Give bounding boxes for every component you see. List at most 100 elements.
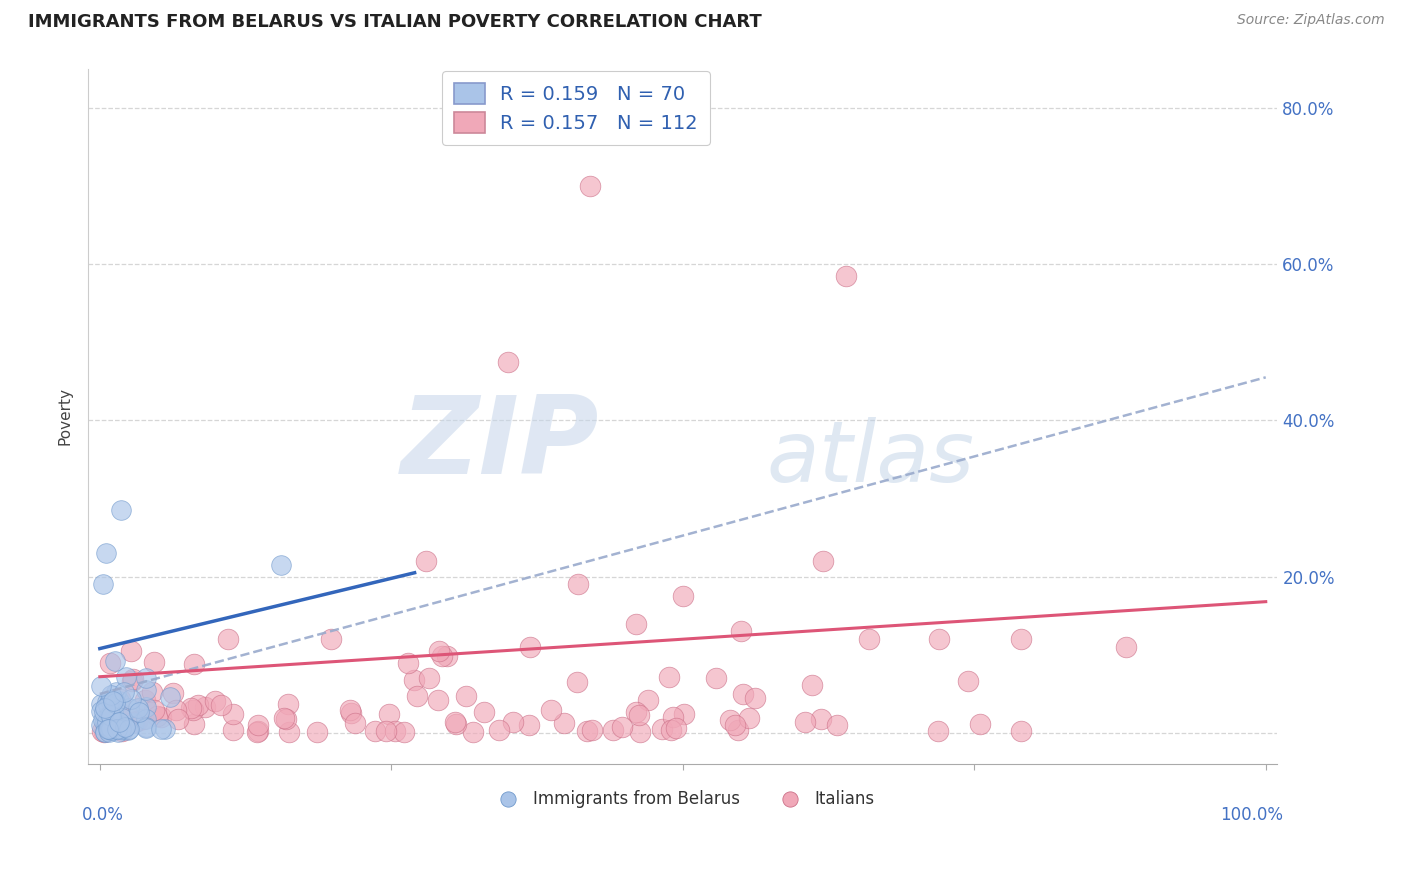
Point: [97, 724, 120, 739]
Point: [100, 688, 122, 702]
Point: [101, 714, 124, 728]
Point: [1115, 640, 1137, 654]
Point: [183, 717, 205, 731]
Point: [183, 657, 205, 671]
Point: [127, 700, 149, 714]
Text: IMMIGRANTS FROM BELARUS VS ITALIAN POVERTY CORRELATION CHART: IMMIGRANTS FROM BELARUS VS ITALIAN POVER…: [28, 13, 762, 31]
Point: [150, 710, 173, 724]
Point: [141, 685, 163, 699]
Point: [811, 554, 834, 568]
Point: [128, 705, 150, 719]
Point: [744, 690, 766, 705]
Point: [103, 694, 125, 708]
Point: [117, 723, 139, 738]
Point: [396, 656, 419, 670]
Point: [165, 703, 187, 717]
Point: [825, 718, 848, 732]
Point: [575, 723, 598, 738]
Point: [103, 723, 125, 738]
Point: [731, 687, 754, 701]
Point: [118, 722, 141, 736]
Point: [496, 354, 519, 368]
Point: [180, 701, 202, 715]
Point: [404, 673, 426, 687]
Point: [162, 685, 184, 699]
Point: [107, 725, 129, 739]
Point: [121, 673, 143, 688]
Point: [149, 723, 172, 737]
Point: [578, 178, 600, 193]
Point: [472, 706, 495, 720]
Point: [111, 711, 134, 725]
Point: [969, 717, 991, 731]
Point: [343, 715, 366, 730]
Point: [519, 640, 541, 654]
Point: [339, 702, 361, 716]
Point: [125, 714, 148, 729]
Point: [610, 720, 633, 734]
Point: [98, 693, 121, 707]
Point: [134, 693, 156, 707]
Point: [378, 707, 401, 722]
Point: [270, 558, 292, 572]
Point: [120, 692, 142, 706]
Point: [105, 722, 128, 736]
Point: [443, 715, 465, 730]
Point: [167, 712, 190, 726]
Point: [97, 722, 120, 736]
Point: [94, 714, 117, 728]
Point: [90, 679, 112, 693]
Point: [98, 722, 121, 736]
Point: [105, 713, 128, 727]
Point: [91, 723, 114, 738]
Point: [100, 721, 122, 735]
Point: [122, 672, 145, 686]
Point: [602, 723, 624, 738]
Y-axis label: Poverty: Poverty: [58, 387, 72, 445]
Point: [321, 632, 343, 647]
Point: [436, 649, 458, 664]
Point: [517, 718, 540, 732]
Point: [104, 696, 127, 710]
Point: [651, 723, 673, 737]
Point: [108, 694, 131, 708]
Point: [103, 719, 125, 733]
Point: [194, 699, 217, 714]
Point: [90, 697, 112, 711]
Point: [103, 715, 125, 730]
Point: [794, 714, 817, 729]
Point: [222, 707, 245, 722]
Point: [145, 708, 167, 723]
Point: [502, 714, 524, 729]
Point: [135, 683, 157, 698]
Point: [665, 721, 688, 735]
Legend: Immigrants from Belarus, Italians: Immigrants from Belarus, Italians: [484, 784, 882, 815]
Point: [835, 268, 858, 283]
Point: [94, 546, 117, 560]
Point: [858, 632, 880, 647]
Point: [307, 725, 329, 739]
Point: [488, 723, 510, 737]
Point: [101, 697, 124, 711]
Point: [217, 632, 239, 647]
Point: [117, 709, 139, 723]
Point: [135, 720, 157, 734]
Point: [426, 693, 449, 707]
Point: [461, 725, 484, 739]
Point: [101, 691, 124, 706]
Point: [204, 694, 226, 708]
Point: [120, 644, 142, 658]
Point: [427, 644, 450, 658]
Point: [1010, 724, 1032, 739]
Point: [928, 632, 950, 647]
Point: [104, 695, 127, 709]
Point: [277, 725, 299, 739]
Point: [142, 656, 165, 670]
Point: [624, 616, 647, 631]
Point: [454, 690, 477, 704]
Point: [93, 724, 115, 739]
Point: [122, 715, 145, 730]
Point: [90, 718, 112, 732]
Point: [112, 685, 135, 699]
Point: [103, 717, 125, 731]
